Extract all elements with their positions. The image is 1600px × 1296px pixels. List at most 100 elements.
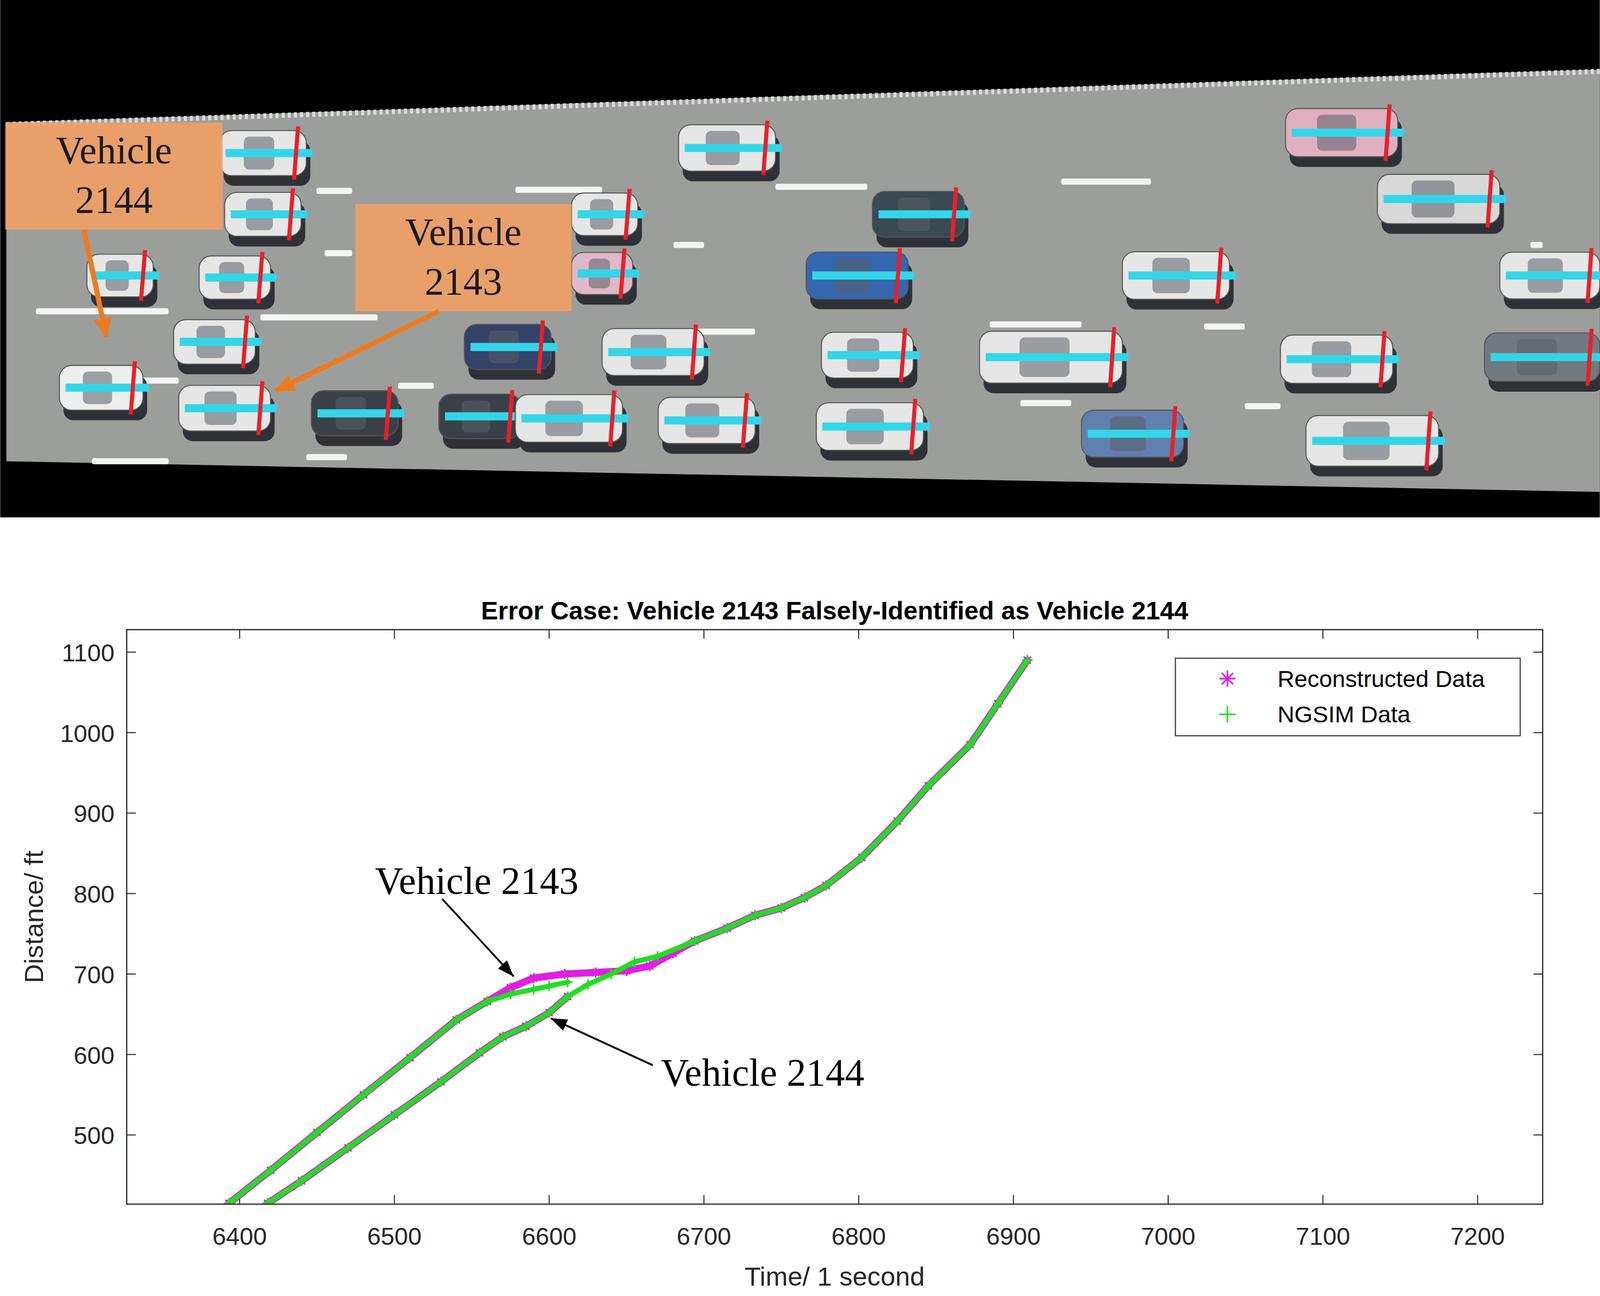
- vehicle: [1499, 247, 1600, 309]
- tracking-front: [742, 393, 747, 448]
- marker: [722, 922, 733, 933]
- legend-marker: [1219, 670, 1236, 687]
- chart-title: Error Case: Vehicle 2143 Falsely-Identif…: [480, 596, 1189, 625]
- tracking-front: [1217, 247, 1221, 304]
- lane-marking: [316, 187, 353, 194]
- x-tick: [1167, 1194, 1169, 1205]
- marker: [749, 910, 761, 921]
- lane-marking: [1061, 178, 1152, 185]
- lane-marking: [1020, 399, 1072, 406]
- tracking-front: [385, 386, 390, 441]
- tracking-front: [900, 327, 905, 382]
- x-tick: [1167, 629, 1169, 639]
- lane-marking: [260, 314, 378, 321]
- tracking-length: [184, 404, 277, 413]
- chart: 6400650066006700680069007000710072005006…: [19, 596, 1543, 1291]
- marker: [892, 815, 903, 827]
- marker: [582, 979, 594, 990]
- tracking-front: [1385, 104, 1390, 161]
- marker: [358, 1089, 369, 1100]
- tracking-front: [691, 324, 696, 380]
- marker: [389, 1109, 400, 1120]
- vehicle: [1280, 331, 1399, 394]
- series-line: [267, 660, 1028, 1203]
- marker: [856, 851, 867, 863]
- y-tick: [1533, 651, 1543, 653]
- y-tick-label: 700: [73, 960, 115, 989]
- tracking-front: [895, 247, 900, 303]
- marker: [528, 984, 540, 995]
- tracking-front: [141, 249, 145, 301]
- marker: [296, 1175, 307, 1186]
- vehicle: [515, 390, 629, 453]
- tracking-length: [1490, 352, 1600, 362]
- tracking-front: [538, 320, 543, 374]
- tracking-front: [911, 398, 915, 455]
- marker: [505, 988, 516, 1000]
- marker: [590, 967, 601, 978]
- vehicle: [678, 120, 782, 182]
- marker: [451, 1014, 462, 1025]
- tracking-length: [577, 269, 639, 278]
- marker: [606, 968, 617, 980]
- annotation-arrow: [550, 1017, 653, 1065]
- tracking-front: [610, 390, 615, 447]
- marker: [799, 892, 810, 903]
- vehicle: [219, 126, 313, 186]
- legend-box: [1175, 657, 1520, 736]
- tracking-front: [1587, 247, 1592, 303]
- tracking-length: [317, 408, 405, 418]
- x-tick-label: 6700: [676, 1222, 732, 1250]
- x-tick: [703, 629, 705, 639]
- marker: [265, 1164, 277, 1176]
- tracking-front: [763, 120, 768, 176]
- lane-marking: [398, 382, 435, 389]
- lane-marking: [324, 249, 353, 256]
- x-tick: [239, 629, 241, 639]
- marker: [497, 1031, 509, 1042]
- x-tick: [1476, 1194, 1479, 1205]
- data-area: [223, 655, 1033, 1205]
- vehicle: [438, 389, 527, 449]
- y-tick: [126, 812, 137, 814]
- annotation-text: Vehicle 2143: [375, 859, 579, 902]
- vehicle-label: Vehicle2144: [5, 122, 223, 337]
- tracking-front: [1587, 328, 1592, 386]
- series-line: [228, 660, 1028, 1203]
- legend-label: Reconstructed Data: [1277, 665, 1486, 692]
- tracking-length: [225, 148, 313, 157]
- tracking-length: [179, 337, 262, 346]
- y-tick-label: 1100: [62, 638, 115, 667]
- tracking-length: [985, 352, 1129, 362]
- x-tick-label: 7000: [1140, 1222, 1196, 1250]
- y-axis-label: Distance/ ft: [19, 850, 49, 983]
- x-axis-label: Time/ 1 second: [744, 1261, 925, 1291]
- label-text: Vehicle: [405, 210, 522, 254]
- tracking-length: [205, 273, 277, 282]
- tracking-length: [470, 342, 558, 351]
- y-tick-label: 900: [73, 799, 115, 828]
- lane-marking: [143, 377, 180, 384]
- tracking-length: [93, 271, 160, 280]
- background: [0, 0, 1600, 1296]
- vehicle: [979, 327, 1129, 394]
- tracking-front: [1109, 327, 1114, 388]
- x-tick: [703, 1194, 705, 1205]
- annotation: Vehicle 2143: [375, 859, 579, 977]
- arrow-head: [550, 1017, 569, 1031]
- tracking-front: [294, 126, 298, 180]
- x-tick-label: 6900: [986, 1222, 1041, 1250]
- marker: [644, 960, 656, 972]
- marker: [474, 1047, 485, 1058]
- vehicle: [816, 398, 930, 461]
- marker: [262, 1198, 273, 1205]
- marker: [821, 880, 832, 891]
- y-tick-label: 500: [73, 1121, 115, 1150]
- road: [6, 69, 1600, 492]
- marker: [965, 739, 976, 750]
- x-tick-label: 6600: [521, 1222, 577, 1250]
- tracking-front: [130, 361, 135, 414]
- lane-marking: [1244, 402, 1281, 409]
- marker: [343, 1142, 354, 1153]
- x-tick-label: 6800: [831, 1222, 887, 1250]
